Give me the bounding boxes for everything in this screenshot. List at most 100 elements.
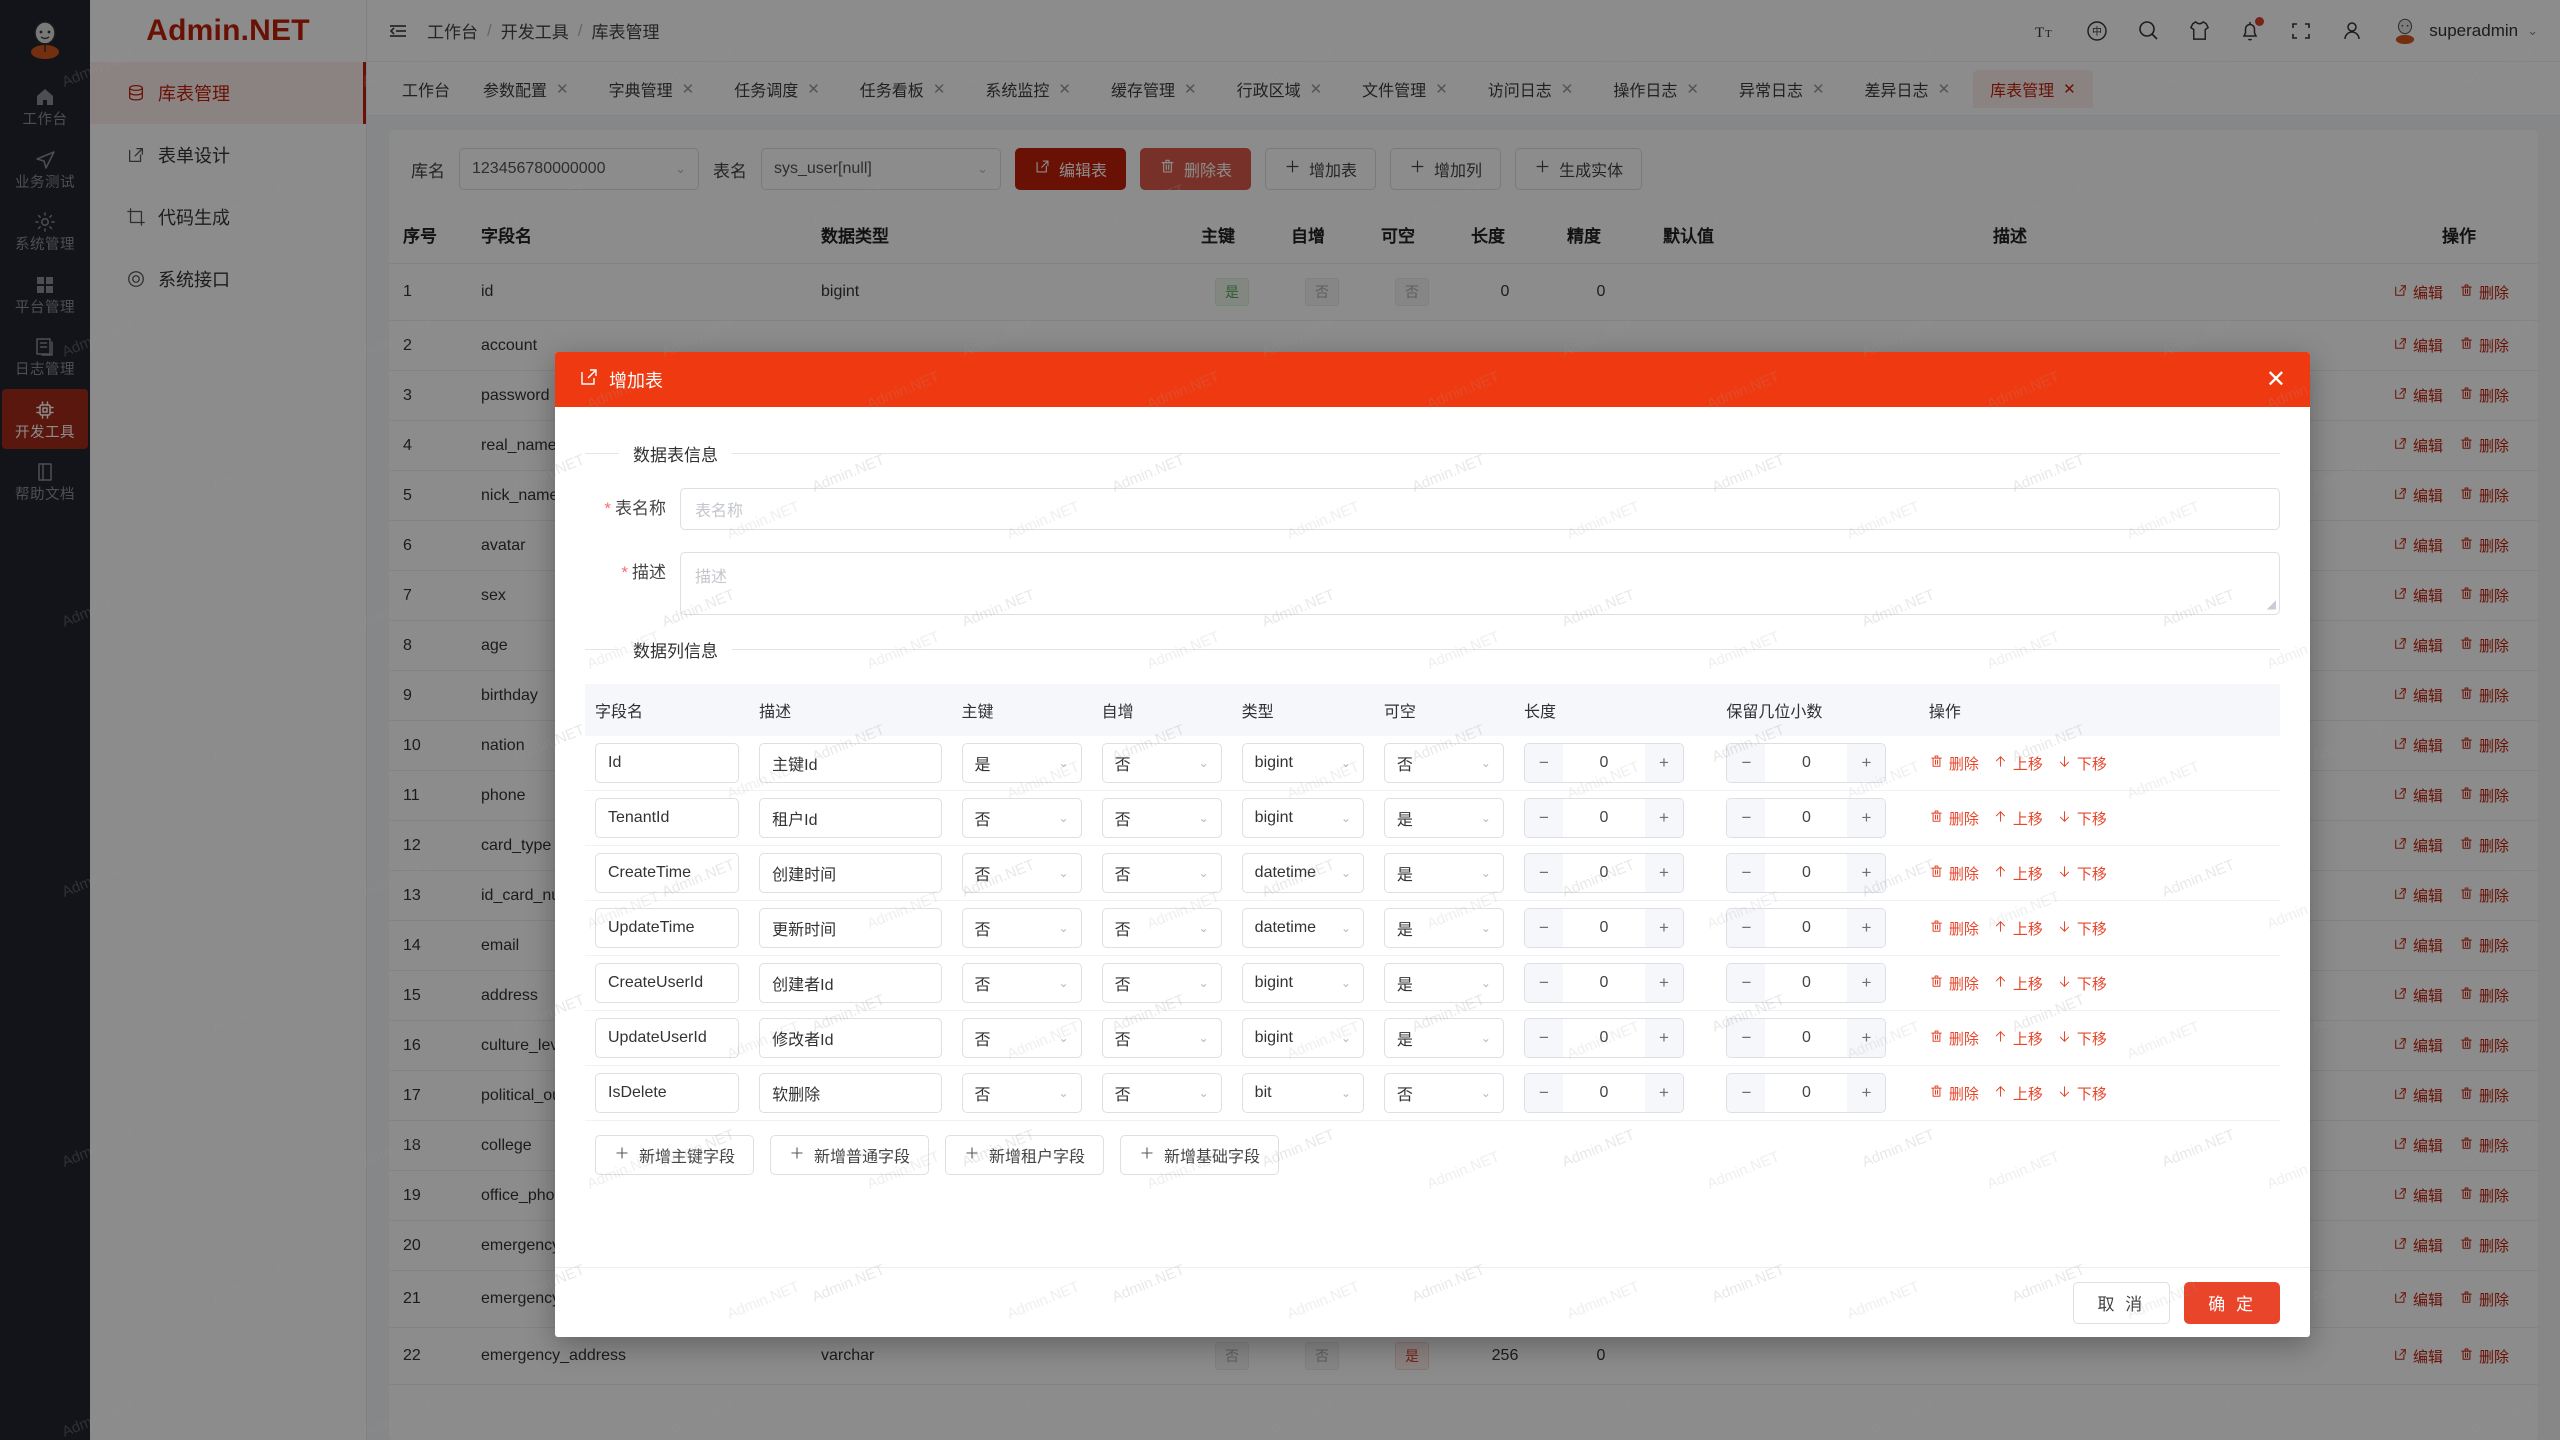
primary-key-select[interactable]: 否 ⌄ [961, 853, 1082, 893]
decimal-stepper-decrement[interactable]: − [1727, 744, 1766, 782]
field-desc-input[interactable]: 软删除 [759, 1073, 942, 1113]
auto-increment-select[interactable]: 否 ⌄ [1101, 1018, 1222, 1058]
length-stepper-increment[interactable]: + [1644, 799, 1683, 837]
decimal-stepper-value[interactable]: 0 [1801, 864, 1811, 881]
row-action-编辑[interactable]: 编辑 [2393, 585, 2443, 606]
length-stepper-increment[interactable]: + [1644, 1019, 1683, 1057]
table-name-input[interactable]: 表名称 [680, 488, 2280, 530]
fullscreen-icon[interactable] [2288, 18, 2314, 44]
row-action-删除[interactable]: 删除 [2459, 635, 2509, 656]
row-action-删除[interactable]: 删除 [2459, 1289, 2509, 1310]
row-action-上移[interactable]: 上移 [1993, 1083, 2043, 1104]
row-action-编辑[interactable]: 编辑 [2393, 1346, 2443, 1367]
nullable-select[interactable]: 是 ⌄ [1383, 963, 1504, 1003]
decimal-stepper[interactable]: − 0 + [1726, 798, 1887, 838]
row-action-上移[interactable]: 上移 [1993, 808, 2043, 829]
db-select[interactable]: 123456780000000 ⌄ [459, 148, 699, 190]
nullable-select[interactable]: 是 ⌄ [1383, 853, 1504, 893]
decimal-stepper-increment[interactable]: + [1847, 799, 1886, 837]
tab-close-icon[interactable]: ✕ [932, 80, 946, 98]
length-stepper-value[interactable]: 0 [1599, 974, 1609, 991]
row-action-编辑[interactable]: 编辑 [2393, 1085, 2443, 1106]
decimal-stepper-value[interactable]: 0 [1801, 919, 1811, 936]
decimal-stepper[interactable]: − 0 + [1726, 963, 1887, 1003]
length-stepper-increment[interactable]: + [1644, 854, 1683, 892]
row-action-删除[interactable]: 删除 [2459, 1235, 2509, 1256]
tab-close-icon[interactable]: ✕ [1058, 80, 1071, 98]
auto-increment-select[interactable]: 否 ⌄ [1101, 853, 1222, 893]
nullable-select[interactable]: 否 ⌄ [1383, 1073, 1504, 1113]
auto-increment-select[interactable]: 否 ⌄ [1101, 743, 1222, 783]
decimal-stepper[interactable]: − 0 + [1726, 908, 1887, 948]
sidebar-item-5[interactable]: 开发工具 [2, 388, 88, 449]
breadcrumb-item-2[interactable]: 库表管理 [591, 23, 660, 42]
confirm-button[interactable]: 确 定 [2184, 1281, 2280, 1324]
tab-4[interactable]: 任务看板 ✕ [843, 70, 963, 108]
menu-collapse-icon[interactable] [385, 18, 411, 44]
nullable-select[interactable]: 是 ⌄ [1383, 798, 1504, 838]
decimal-stepper-decrement[interactable]: − [1727, 964, 1766, 1002]
nullable-select[interactable]: 是 ⌄ [1383, 1018, 1504, 1058]
decimal-stepper-value[interactable]: 0 [1801, 809, 1811, 826]
length-stepper[interactable]: − 0 + [1523, 1073, 1684, 1113]
length-stepper-value[interactable]: 0 [1599, 919, 1609, 936]
submenu-item-2[interactable]: 代码生成 [90, 186, 366, 248]
language-icon[interactable]: 中 [2084, 18, 2110, 44]
row-action-删除[interactable]: 删除 [2459, 335, 2509, 356]
submenu-item-1[interactable]: 表单设计 [90, 124, 366, 186]
primary-key-select[interactable]: 否 ⌄ [961, 908, 1082, 948]
length-stepper-increment[interactable]: + [1644, 964, 1683, 1002]
row-action-删除[interactable]: 删除 [2459, 585, 2509, 606]
breadcrumb-item-1[interactable]: 开发工具 [500, 23, 569, 42]
type-select[interactable]: datetime ⌄ [1241, 853, 1364, 893]
tab-close-icon[interactable]: ✕ [1686, 80, 1699, 98]
primary-key-select[interactable]: 否 ⌄ [961, 798, 1082, 838]
decimal-stepper[interactable]: − 0 + [1726, 743, 1887, 783]
row-action-删除[interactable]: 删除 [2459, 435, 2509, 456]
field-name-input[interactable]: CreateTime [595, 853, 740, 893]
type-select[interactable]: bigint ⌄ [1241, 798, 1364, 838]
sidebar-item-0[interactable]: 工作台 [2, 76, 88, 137]
field-desc-input[interactable]: 更新时间 [759, 908, 942, 948]
notification-icon[interactable] [2237, 16, 2265, 44]
tab-2[interactable]: 字典管理 ✕ [592, 70, 712, 108]
row-action-编辑[interactable]: 编辑 [2393, 535, 2443, 556]
nullable-select[interactable]: 是 ⌄ [1383, 908, 1504, 948]
length-stepper-decrement[interactable]: − [1524, 1074, 1563, 1112]
sidebar-item-4[interactable]: 日志管理 [2, 326, 88, 387]
auto-increment-select[interactable]: 否 ⌄ [1101, 1073, 1222, 1113]
row-action-删除[interactable]: 删除 [2459, 835, 2509, 856]
auto-increment-select[interactable]: 否 ⌄ [1101, 798, 1222, 838]
decimal-stepper-value[interactable]: 0 [1801, 974, 1811, 991]
decimal-stepper-increment[interactable]: + [1847, 744, 1886, 782]
toolbar-button-4[interactable]: 生成实体 [1515, 148, 1643, 190]
sidebar-item-6[interactable]: 帮助文档 [2, 451, 88, 512]
primary-key-select[interactable]: 否 ⌄ [961, 963, 1082, 1003]
decimal-stepper-increment[interactable]: + [1847, 1019, 1886, 1057]
breadcrumb-item-0[interactable]: 工作台 [427, 23, 478, 42]
row-action-删除[interactable]: 删除 [2459, 282, 2509, 303]
length-stepper[interactable]: − 0 + [1523, 853, 1684, 893]
length-stepper-increment[interactable]: + [1644, 744, 1683, 782]
row-action-上移[interactable]: 上移 [1993, 918, 2043, 939]
row-action-编辑[interactable]: 编辑 [2393, 635, 2443, 656]
length-stepper-decrement[interactable]: − [1524, 964, 1563, 1002]
tab-11[interactable]: 异常日志 ✕ [1722, 70, 1842, 108]
field-name-input[interactable]: CreateUserId [595, 963, 740, 1003]
row-action-删除[interactable]: 删除 [1929, 1028, 1979, 1049]
field-desc-input[interactable]: 修改者Id [759, 1018, 942, 1058]
decimal-stepper-decrement[interactable]: − [1727, 854, 1766, 892]
decimal-stepper-decrement[interactable]: − [1727, 799, 1766, 837]
tab-10[interactable]: 操作日志 ✕ [1596, 70, 1716, 108]
decimal-stepper[interactable]: − 0 + [1726, 1073, 1887, 1113]
row-action-编辑[interactable]: 编辑 [2393, 335, 2443, 356]
row-action-删除[interactable]: 删除 [1929, 1083, 1979, 1104]
row-action-删除[interactable]: 删除 [2459, 935, 2509, 956]
primary-key-select[interactable]: 否 ⌄ [961, 1018, 1082, 1058]
row-action-删除[interactable]: 删除 [1929, 918, 1979, 939]
row-action-下移[interactable]: 下移 [2057, 918, 2107, 939]
row-action-下移[interactable]: 下移 [2057, 1083, 2107, 1104]
row-action-删除[interactable]: 删除 [2459, 1346, 2509, 1367]
type-select[interactable]: datetime ⌄ [1241, 908, 1364, 948]
